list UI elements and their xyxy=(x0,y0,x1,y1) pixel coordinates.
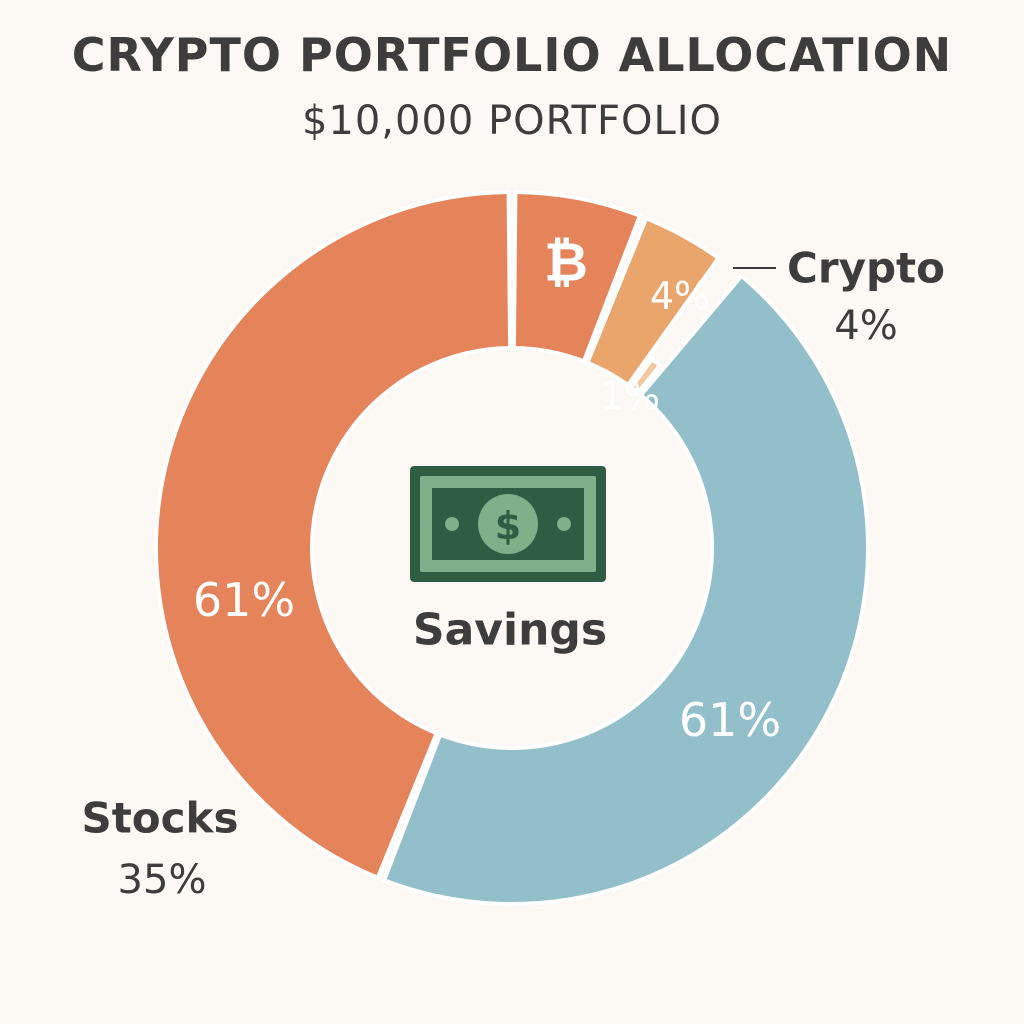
bitcoin-icon: ₿ xyxy=(544,231,588,294)
slice-bitcoin xyxy=(511,189,643,364)
legend-crypto-name: Crypto xyxy=(787,244,945,293)
slice-crypto xyxy=(584,215,722,388)
slice-small xyxy=(628,356,663,396)
svg-text:₿: ₿ xyxy=(544,231,588,294)
center-label: Savings xyxy=(413,605,607,656)
slice-label-crypto: 4% xyxy=(650,274,710,318)
slice-label-group: 4% 1% 61% 61% xyxy=(193,274,781,747)
slice-stocks xyxy=(154,189,513,881)
legend-stocks-name: Stocks xyxy=(81,794,238,843)
legend-stocks-value: 35% xyxy=(118,857,207,903)
slice-label-savings: 61% xyxy=(679,693,781,747)
chart-title: CRYPTO PORTFOLIO ALLOCATION xyxy=(71,28,953,82)
slice-group xyxy=(154,189,870,906)
dollar-bill-icon: $ xyxy=(410,466,606,582)
slice-label-small: 1% xyxy=(600,374,660,418)
legend-crypto-value: 4% xyxy=(834,303,897,349)
chart-subtitle: $10,000 PORTFOLIO xyxy=(301,98,723,144)
svg-text:$: $ xyxy=(495,504,521,548)
slice-savings xyxy=(381,273,870,906)
slice-label-stocks: 61% xyxy=(193,573,295,627)
